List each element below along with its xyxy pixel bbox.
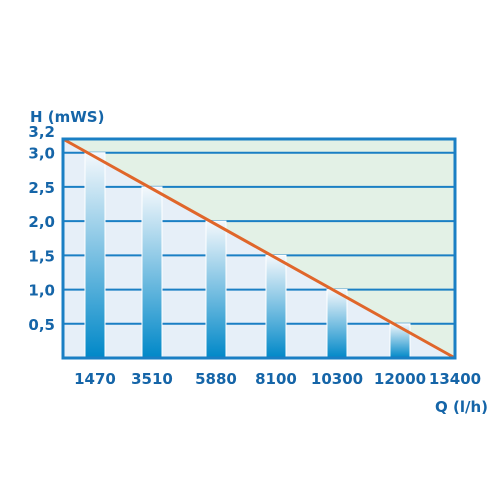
y-tick-label: 0,5 [28, 316, 55, 334]
x-tick-label: 3510 [131, 370, 173, 388]
y-tick-label: 2,5 [28, 179, 55, 197]
y-tick-label: 1,5 [28, 247, 55, 265]
y-tick-label: 1,0 [28, 282, 55, 300]
y-tick-labels: 0,5 1,0 1,5 2,0 2,5 3,0 3,2 [28, 123, 55, 334]
x-tick-label: 13400 [429, 370, 481, 388]
bar [84, 152, 106, 359]
gridlines [63, 151, 455, 325]
bars [84, 152, 411, 359]
x-tick-label: 5880 [195, 370, 237, 388]
x-tick-label: 1470 [74, 370, 116, 388]
x-tick-labels: 1470 3510 5880 8100 10300 12000 13400 [74, 370, 481, 388]
x-tick-label: 8100 [255, 370, 297, 388]
y-tick-label: 3,0 [28, 145, 55, 163]
bar [326, 289, 348, 359]
x-tick-label: 12000 [374, 370, 426, 388]
bar [205, 220, 227, 359]
y-tick-label: 2,0 [28, 213, 55, 231]
y-tick-label: 3,2 [28, 123, 55, 141]
head-curve-line [62, 137, 456, 360]
bar [141, 186, 163, 359]
y-axis-label: H (mWS) [30, 108, 104, 126]
x-tick-label: 10300 [311, 370, 363, 388]
plot-frame [61, 137, 457, 360]
x-axis-label: Q (l/h) [435, 398, 488, 416]
bar [265, 254, 287, 359]
